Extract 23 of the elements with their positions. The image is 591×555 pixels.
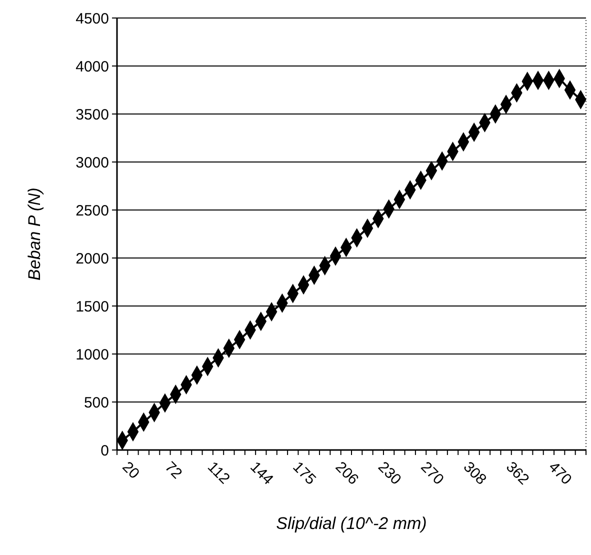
y-tick-label: 4000 [76,58,109,76]
x-axis-title: Slip/dial (10^-2 mm) [276,514,427,533]
y-tick-label: 2000 [76,250,109,268]
y-tick-label: 2500 [76,202,109,220]
x-tick-label: 270 [417,458,447,488]
x-tick-label: 230 [374,458,404,488]
x-tick-label: 206 [332,458,362,488]
y-axis-title: Beban P (N) [25,188,44,280]
y-tick-label: 500 [84,394,109,412]
x-tick-label: 362 [502,458,532,488]
x-tick-label: 470 [545,458,575,488]
y-tick-label: 3500 [76,106,109,124]
y-tick-label: 0 [100,442,109,460]
x-tick-label: 112 [204,458,233,488]
y-tick-label: 3000 [76,154,109,172]
x-tick-label: 144 [246,458,276,488]
x-tick-label: 308 [460,458,490,488]
x-tick-label: 72 [161,458,186,482]
x-tick-label: 20 [118,458,143,482]
y-tick-label: 1500 [76,298,109,316]
y-tick-label: 4500 [76,10,109,28]
y-tick-label: 1000 [76,346,109,364]
x-tick-label: 175 [289,458,320,488]
